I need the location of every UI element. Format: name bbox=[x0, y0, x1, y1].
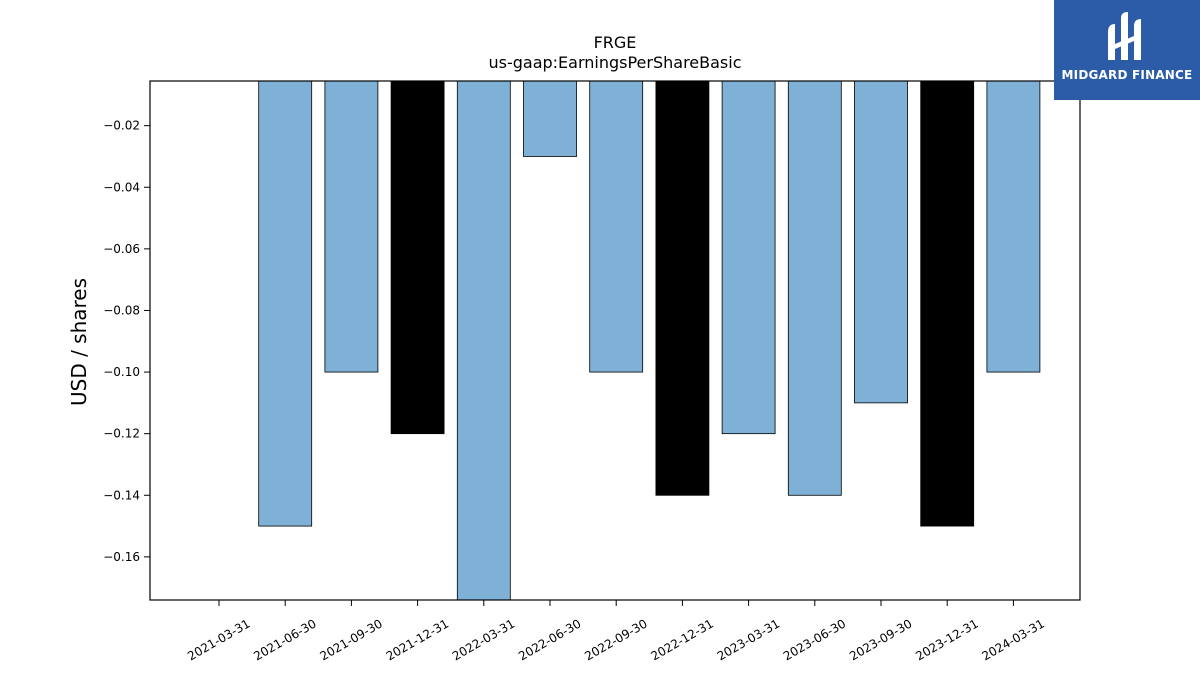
y-axis-label: USD / shares bbox=[67, 278, 91, 406]
bar bbox=[986, 80, 1041, 373]
y-tick-label: −0.04 bbox=[103, 180, 140, 194]
x-tick-label: 2023-12-31 bbox=[913, 616, 980, 663]
x-tick-label: 2023-06-30 bbox=[781, 616, 848, 663]
x-tick-label: 2024-03-31 bbox=[979, 616, 1046, 663]
x-tick-label: 2022-12-31 bbox=[648, 616, 715, 663]
y-tick-label: −0.10 bbox=[103, 365, 140, 379]
x-tick-label: 2021-03-31 bbox=[185, 616, 252, 663]
y-tick-label: −0.14 bbox=[103, 488, 140, 502]
chart-title: FRGE bbox=[594, 33, 637, 52]
bar bbox=[258, 80, 313, 527]
y-tick-label: −0.02 bbox=[103, 119, 140, 133]
x-tick-label: 2021-06-30 bbox=[251, 616, 318, 663]
bar bbox=[721, 80, 776, 435]
bar bbox=[655, 80, 710, 496]
chart-subtitle: us-gaap:EarningsPerShareBasic bbox=[488, 53, 741, 72]
bar bbox=[523, 80, 577, 157]
brand-logo: MIDGARD FINANCE bbox=[1054, 0, 1200, 100]
x-tick-label: 2021-12-31 bbox=[384, 616, 451, 663]
bar bbox=[920, 80, 975, 527]
bar bbox=[787, 80, 842, 496]
x-tick-label: 2022-03-31 bbox=[450, 616, 517, 663]
y-tick-label: −0.12 bbox=[103, 427, 140, 441]
x-tick-label: 2021-09-30 bbox=[317, 616, 384, 663]
y-tick-label: −0.08 bbox=[103, 303, 140, 317]
x-tick-label: 2022-06-30 bbox=[516, 616, 583, 663]
bar bbox=[324, 80, 379, 373]
plot-frame bbox=[149, 80, 1081, 601]
x-tick-label: 2022-09-30 bbox=[582, 616, 649, 663]
y-tick-label: −0.16 bbox=[103, 550, 140, 564]
bar bbox=[390, 80, 445, 435]
bar bbox=[589, 80, 644, 373]
x-tick-label: 2023-09-30 bbox=[847, 616, 914, 663]
y-tick-label: −0.06 bbox=[103, 242, 140, 256]
bar bbox=[854, 80, 908, 404]
bar bbox=[456, 80, 511, 601]
x-tick-label: 2023-03-31 bbox=[715, 616, 782, 663]
midgard-logo-icon bbox=[1108, 12, 1141, 60]
brand-name: MIDGARD FINANCE bbox=[1061, 68, 1193, 82]
